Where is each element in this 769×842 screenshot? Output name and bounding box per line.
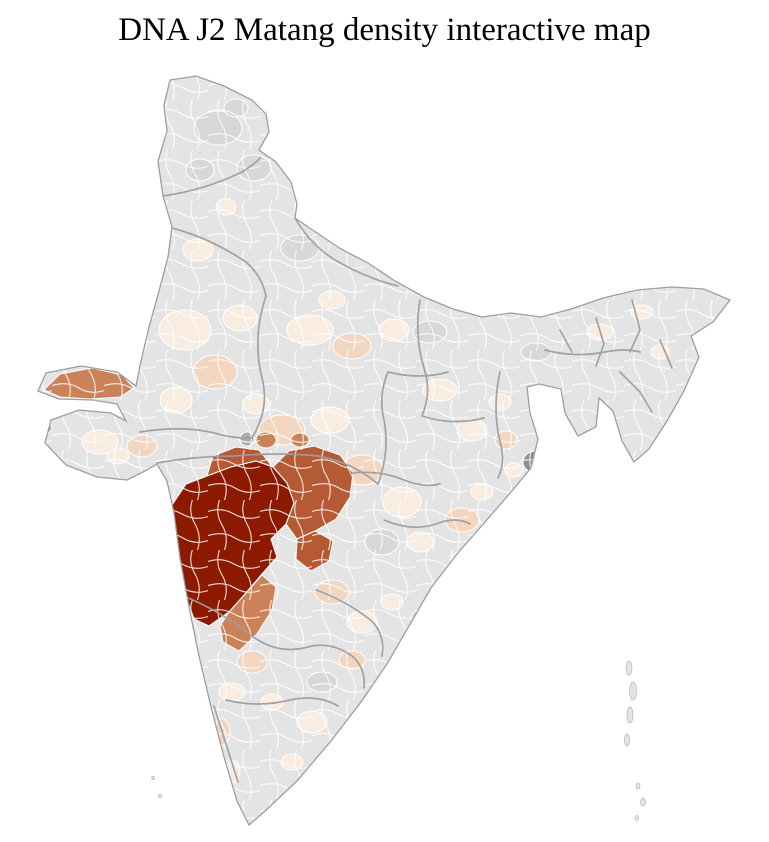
island[interactable] xyxy=(640,797,646,807)
lakshadweep-islands[interactable] xyxy=(151,776,162,799)
state-border-line xyxy=(315,589,384,657)
island[interactable] xyxy=(624,733,630,747)
state-borders xyxy=(139,157,673,783)
state-border-line xyxy=(225,697,339,707)
island[interactable] xyxy=(629,681,637,701)
islands xyxy=(151,660,646,821)
state-border-line xyxy=(213,705,239,783)
state-border-line xyxy=(171,227,267,297)
map-title: DNA J2 Matang density interactive map xyxy=(118,12,651,48)
andaman-nicobar-islands[interactable] xyxy=(624,660,646,821)
island[interactable] xyxy=(635,815,639,821)
state-border-line xyxy=(156,453,379,485)
state-border-line xyxy=(495,371,504,479)
island[interactable] xyxy=(158,793,162,799)
island[interactable] xyxy=(635,782,641,790)
state-border-line xyxy=(352,471,441,487)
island[interactable] xyxy=(626,706,634,724)
state-border-line xyxy=(185,596,366,689)
state-border-line xyxy=(139,427,253,439)
island[interactable] xyxy=(625,660,633,676)
india-outline xyxy=(37,75,732,827)
state-border-line xyxy=(377,371,449,485)
state-border-line xyxy=(251,295,267,439)
island[interactable] xyxy=(151,776,155,780)
state-border-line xyxy=(559,299,673,413)
state-border-line xyxy=(294,217,399,287)
state-border-line xyxy=(162,157,261,197)
state-border-line xyxy=(383,519,471,529)
state-border-line xyxy=(416,299,485,423)
